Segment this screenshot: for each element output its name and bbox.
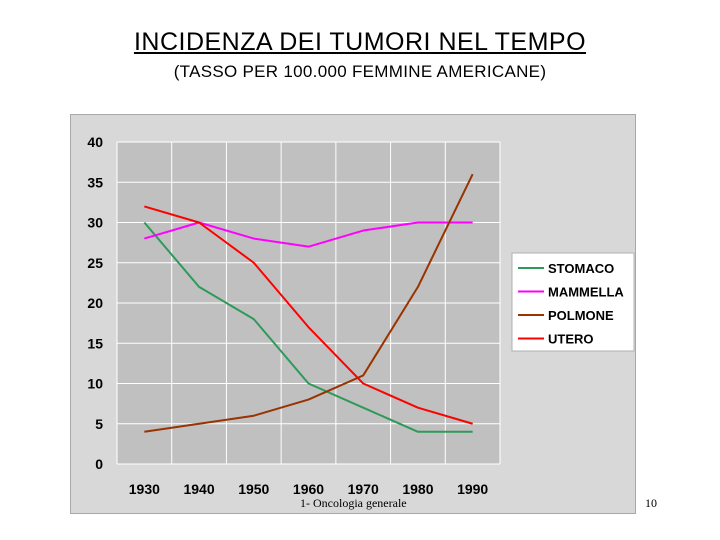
legend-box xyxy=(511,252,635,352)
y-tick-label: 25 xyxy=(87,255,103,271)
y-tick-label: 35 xyxy=(87,174,103,190)
y-tick-label: 30 xyxy=(87,215,103,231)
slide-title: INCIDENZA DEI TUMORI NEL TEMPO xyxy=(133,28,587,56)
slide-subtitle: (TASSO PER 100.000 FEMMINE AMERICANE) xyxy=(173,62,547,81)
x-tick-label: 1960 xyxy=(293,481,324,497)
series-line-polmone xyxy=(144,173,474,433)
x-tick-label: 1980 xyxy=(402,481,433,497)
x-tick-label: 1990 xyxy=(457,481,488,497)
page-number: 10 xyxy=(645,496,657,510)
x-tick-label: 1970 xyxy=(348,481,379,497)
x-tick-label: 1940 xyxy=(183,481,214,497)
x-tick-label: 1950 xyxy=(238,481,269,497)
y-tick-label: 40 xyxy=(87,134,103,150)
y-tick-label: 15 xyxy=(87,335,103,351)
y-tick-label: 10 xyxy=(87,376,103,392)
x-tick-label: 1930 xyxy=(129,481,160,497)
legend-label: UTERO xyxy=(548,332,594,347)
legend-label: STOMACO xyxy=(548,261,614,276)
line-chart: 0 5 10 15 20 25 30 35 40 1930 1940 1950 1960 1970 1980… xyxy=(87,134,635,497)
series-line-utero xyxy=(144,205,473,425)
y-tick-label: 20 xyxy=(87,295,103,311)
series-line-stomaco xyxy=(143,221,473,433)
chart-panel: 0 5 10 15 20 25 30 35 40 1930 1940 1950 1960 1970 1980… xyxy=(70,114,636,514)
legend-label: POLMONE xyxy=(548,308,614,323)
y-tick-label: 0 xyxy=(95,456,103,472)
legend-label: MAMMELLA xyxy=(548,285,624,300)
footer-text: 1- Oncologia generale xyxy=(300,496,407,510)
y-tick-label: 5 xyxy=(95,416,103,432)
